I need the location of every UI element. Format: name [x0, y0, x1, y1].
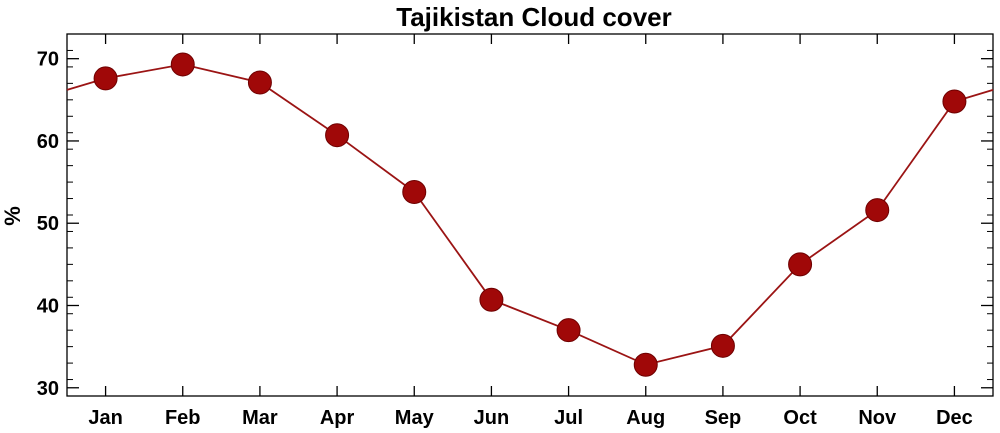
x-tick-label-oct: Oct	[783, 407, 817, 429]
data-point-jun	[479, 287, 504, 312]
y-axis-label: %	[0, 206, 25, 226]
x-tick-label-dec: Dec	[936, 407, 973, 429]
data-point-may	[402, 179, 427, 204]
data-point-apr	[325, 123, 350, 148]
x-tick-label-may: May	[395, 407, 435, 429]
data-point-aug	[633, 352, 658, 377]
x-tick-label-jan: Jan	[88, 407, 122, 429]
axis-ticks	[67, 33, 993, 397]
x-tick-label-sep: Sep	[705, 407, 742, 429]
x-tick-label-jun: Jun	[474, 407, 510, 429]
data-point-dec	[942, 89, 967, 114]
x-tick-label-mar: Mar	[242, 407, 278, 429]
chart-title: Tajikistan Cloud cover	[396, 2, 671, 32]
x-tick-label-nov: Nov	[858, 407, 897, 429]
data-point-feb	[170, 52, 195, 77]
x-tick-label-feb: Feb	[165, 407, 201, 429]
y-tick-label: 40	[37, 296, 59, 318]
y-tick-label: 50	[37, 213, 59, 235]
x-tick-label-aug: Aug	[626, 407, 665, 429]
y-tick-label: 30	[37, 378, 59, 400]
data-point-oct	[788, 252, 813, 277]
data-point-nov	[865, 198, 890, 223]
data-point-mar	[247, 70, 272, 95]
x-tick-label-apr: Apr	[320, 407, 355, 429]
data-point-jan	[93, 66, 118, 91]
series-group	[66, 52, 994, 377]
x-tick-label-jul: Jul	[554, 407, 583, 429]
tick-labels: 30 40 50 60 70 Jan Feb Mar Apr May Jun Jul Aug Sep Oct…	[37, 49, 973, 429]
y-tick-label: 60	[37, 131, 59, 153]
series-line	[66, 63, 994, 366]
plot-frame	[66, 33, 994, 397]
y-tick-label: 70	[37, 49, 59, 71]
data-point-jul	[556, 318, 581, 343]
data-point-sep	[710, 333, 735, 358]
